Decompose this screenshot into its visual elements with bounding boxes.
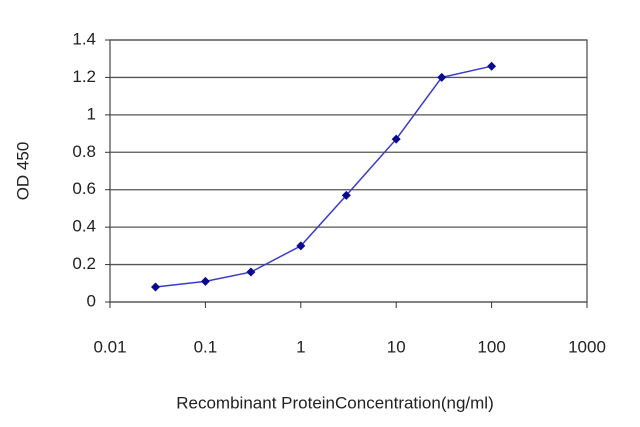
- y-tick-label: 0.6: [72, 179, 96, 198]
- data-line: [155, 65, 492, 288]
- x-tick-label: 1000: [568, 337, 606, 356]
- x-tick-label: 0.1: [194, 337, 218, 356]
- y-tick-label: 0.2: [72, 254, 96, 273]
- y-axis-label: OD 450: [13, 142, 32, 201]
- y-tick-label: 1.4: [72, 29, 96, 48]
- x-tick-label: 1: [296, 337, 305, 356]
- data-point: [391, 134, 401, 144]
- data-point: [200, 276, 210, 286]
- x-tick-label: 100: [477, 337, 505, 356]
- x-tick-label: 0.01: [93, 337, 126, 356]
- plot-area: [109, 39, 588, 303]
- y-tick-label: 1: [87, 104, 96, 123]
- x-tick-label: 10: [387, 337, 406, 356]
- data-point: [437, 72, 447, 82]
- data-point: [151, 282, 161, 292]
- data-point: [246, 267, 256, 277]
- data-point: [487, 61, 497, 71]
- x-axis-label: Recombinant ProteinConcentration(ng/ml): [176, 393, 494, 412]
- y-tick-label: 0: [87, 291, 96, 310]
- data-point: [341, 190, 351, 200]
- y-tick-label: 0.4: [72, 217, 96, 236]
- y-tick-label: 1.2: [72, 67, 96, 86]
- data-point: [296, 241, 306, 251]
- y-tick-label: 0.8: [72, 142, 96, 161]
